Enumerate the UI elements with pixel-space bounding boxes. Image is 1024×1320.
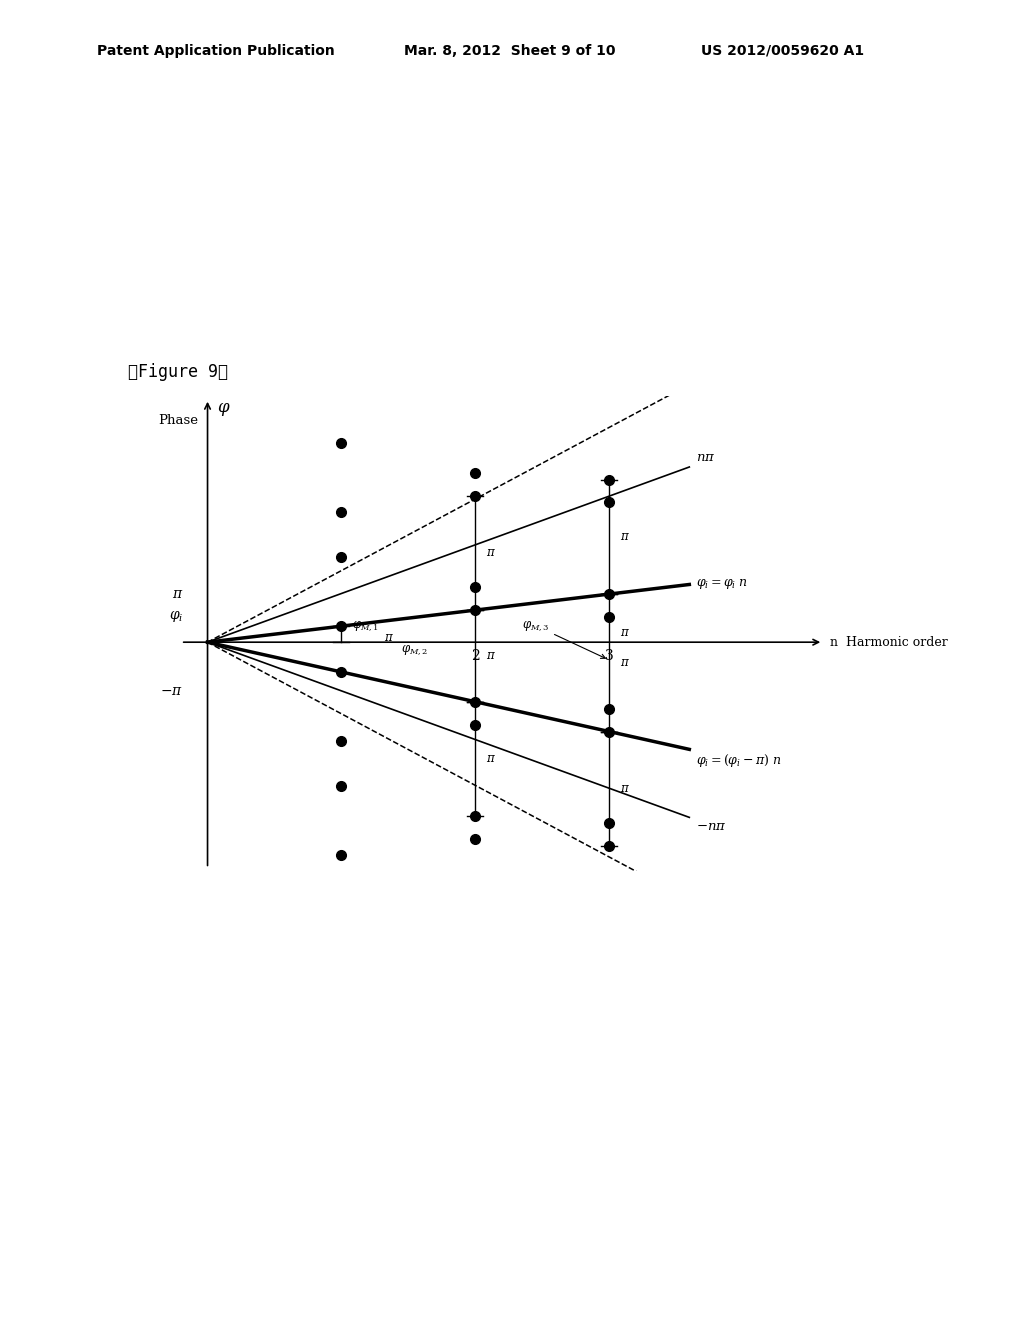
Text: US 2012/0059620 A1: US 2012/0059620 A1: [701, 44, 864, 58]
Text: Mar. 8, 2012  Sheet 9 of 10: Mar. 8, 2012 Sheet 9 of 10: [404, 44, 616, 58]
Text: $\pi$: $\pi$: [620, 626, 630, 639]
Text: $\pi$: $\pi$: [620, 656, 630, 669]
Text: $\pi$: $\pi$: [172, 586, 183, 601]
Text: $\varphi_{M,3}$: $\varphi_{M,3}$: [521, 619, 605, 659]
Text: $\varphi_{M,1}$: $\varphi_{M,1}$: [352, 619, 379, 632]
Text: $\pi$: $\pi$: [384, 631, 394, 644]
Text: 2: 2: [471, 649, 479, 663]
Text: $\varphi_i = \varphi_i\ n$: $\varphi_i = \varphi_i\ n$: [696, 577, 749, 591]
Text: $\varphi_i = (\varphi_i - \pi)\ n$: $\varphi_i = (\varphi_i - \pi)\ n$: [696, 752, 781, 770]
Text: $-n\pi$: $-n\pi$: [696, 820, 727, 833]
Text: $\pi$: $\pi$: [486, 649, 496, 663]
Text: 【Figure 9】: 【Figure 9】: [128, 363, 228, 381]
Text: Patent Application Publication: Patent Application Publication: [97, 44, 335, 58]
Text: Phase: Phase: [158, 414, 198, 428]
Text: $\pi$: $\pi$: [486, 752, 496, 766]
Text: $\pi$: $\pi$: [620, 531, 630, 544]
Text: $n\pi$: $n\pi$: [696, 451, 716, 465]
Text: $\pi$: $\pi$: [486, 546, 496, 560]
Text: $\pi$: $\pi$: [620, 783, 630, 795]
Text: n  Harmonic order: n Harmonic order: [829, 636, 947, 648]
Text: 3: 3: [604, 649, 613, 663]
Text: $\varphi_{M,2}$: $\varphi_{M,2}$: [401, 643, 428, 656]
Text: $\varphi$: $\varphi$: [217, 400, 230, 417]
Text: $-\pi$: $-\pi$: [161, 684, 183, 698]
Text: $\varphi_i$: $\varphi_i$: [169, 609, 183, 624]
